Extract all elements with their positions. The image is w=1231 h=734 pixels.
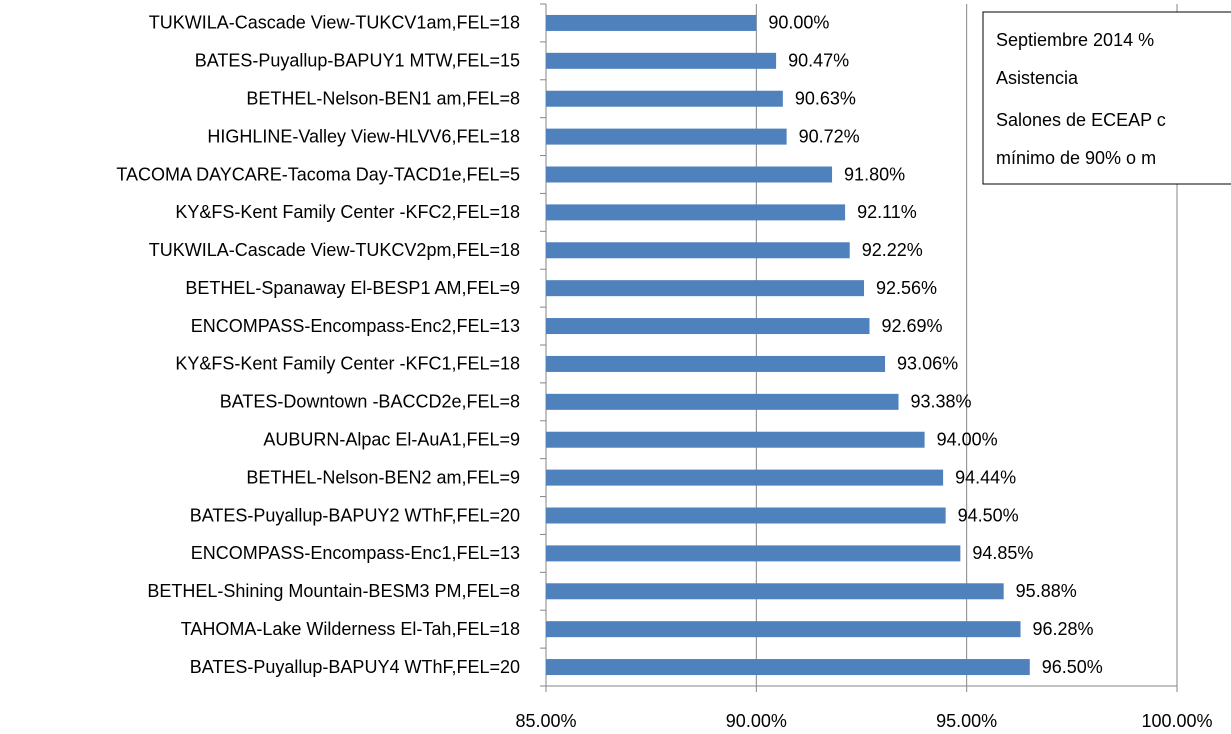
y-tick-label: BETHEL-Nelson-BEN2 am,FEL=9 xyxy=(246,467,520,487)
bar xyxy=(546,431,925,448)
y-tick-label: BATES-Puyallup-BAPUY1 MTW,FEL=15 xyxy=(195,51,520,71)
bar xyxy=(546,355,886,372)
value-label: 92.22% xyxy=(862,240,923,260)
y-tick-label: ENCOMPASS-Encompass-Enc2,FEL=13 xyxy=(191,316,520,336)
y-tick-label: ENCOMPASS-Encompass-Enc1,FEL=13 xyxy=(191,543,520,563)
value-label: 92.56% xyxy=(876,278,937,298)
bar xyxy=(546,242,850,259)
value-label: 90.00% xyxy=(768,13,829,33)
annotation-box xyxy=(982,11,1231,185)
x-tick-label: 95.00% xyxy=(936,711,997,731)
y-tick-label: KY&FS-Kent Family Center -KFC1,FEL=18 xyxy=(175,354,520,374)
annotation-text: Asistencia xyxy=(996,68,1079,88)
y-tick-label: BATES-Puyallup-BAPUY2 WThF,FEL=20 xyxy=(190,505,520,525)
annotation-text: Septiembre 2014 % xyxy=(996,30,1154,50)
bar xyxy=(546,166,833,183)
y-tick-label: TAHOMA-Lake Wilderness El-Tah,FEL=18 xyxy=(181,619,520,639)
y-tick-label: BETHEL-Spanaway El-BESP1 AM,FEL=9 xyxy=(185,278,520,298)
bar xyxy=(546,393,899,410)
value-label: 92.11% xyxy=(857,202,917,222)
value-label: 96.28% xyxy=(1033,619,1094,639)
bar xyxy=(546,14,757,31)
y-tick-label: AUBURN-Alpac El-AuA1,FEL=9 xyxy=(263,429,520,449)
value-label: 94.85% xyxy=(972,543,1033,563)
y-tick-label: BATES-Downtown -BACCD2e,FEL=8 xyxy=(220,392,520,412)
x-tick-label: 85.00% xyxy=(515,711,576,731)
bar xyxy=(546,128,787,145)
y-tick-label: BETHEL-Nelson-BEN1 am,FEL=8 xyxy=(246,88,520,108)
y-tick-label: KY&FS-Kent Family Center -KFC2,FEL=18 xyxy=(175,202,520,222)
value-label: 91.80% xyxy=(844,164,905,184)
y-tick-label: HIGHLINE-Valley View-HLVV6,FEL=18 xyxy=(207,126,520,146)
bar xyxy=(546,280,865,297)
bar xyxy=(546,583,1004,600)
value-label: 94.44% xyxy=(955,467,1016,487)
value-label: 93.06% xyxy=(897,354,958,374)
value-label: 94.50% xyxy=(958,505,1019,525)
annotation-text: Salones de ECEAP c xyxy=(996,110,1166,130)
bar xyxy=(546,204,846,221)
bar xyxy=(546,659,1030,676)
y-tick-label: TUKWILA-Cascade View-TUKCV2pm,FEL=18 xyxy=(149,240,520,260)
x-tick-label: 100.00% xyxy=(1141,711,1212,731)
x-tick-label: 90.00% xyxy=(726,711,787,731)
value-label: 93.38% xyxy=(911,392,972,412)
y-tick-label: BETHEL-Shining Mountain-BESM3 PM,FEL=8 xyxy=(147,581,520,601)
y-tick-label: TUKWILA-Cascade View-TUKCV1am,FEL=18 xyxy=(149,13,520,33)
annotation-text: mínimo de 90% o m xyxy=(996,148,1156,168)
bar xyxy=(546,469,944,486)
bar xyxy=(546,318,870,335)
y-tick-label: BATES-Puyallup-BAPUY4 WThF,FEL=20 xyxy=(190,657,520,677)
value-label: 96.50% xyxy=(1042,657,1103,677)
bar xyxy=(546,507,946,524)
value-label: 94.00% xyxy=(937,429,998,449)
value-label: 92.69% xyxy=(881,316,942,336)
y-tick-label: TACOMA DAYCARE-Tacoma Day-TACD1e,FEL=5 xyxy=(116,164,520,184)
value-label: 90.72% xyxy=(799,126,860,146)
bar xyxy=(546,90,783,107)
value-label: 95.88% xyxy=(1016,581,1077,601)
value-label: 90.63% xyxy=(795,88,856,108)
value-label: 90.47% xyxy=(788,51,849,71)
bar xyxy=(546,545,961,562)
bar xyxy=(546,621,1021,638)
bar xyxy=(546,52,777,69)
